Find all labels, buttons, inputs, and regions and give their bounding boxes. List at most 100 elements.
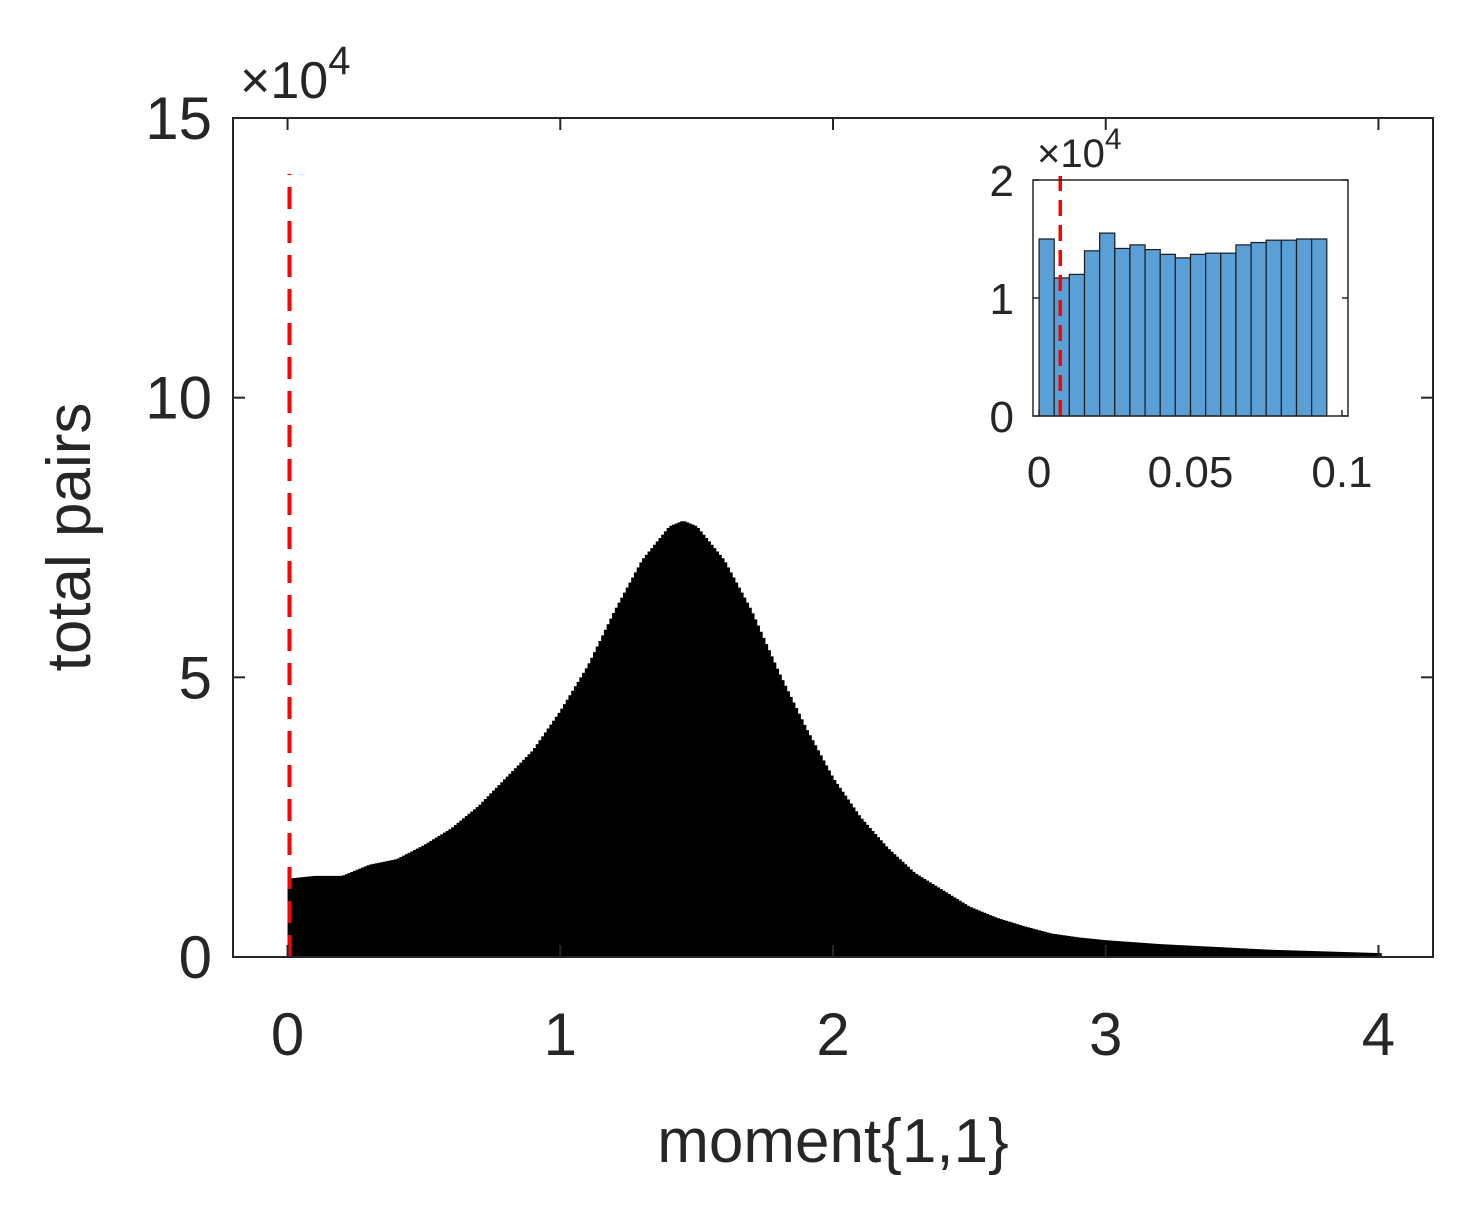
main-bar	[342, 875, 346, 957]
main-bar	[369, 864, 373, 957]
main-bar	[1375, 953, 1380, 957]
main-bar	[991, 916, 995, 957]
main-bar	[620, 597, 624, 957]
main-bar	[642, 558, 646, 957]
main-bar	[1100, 939, 1104, 957]
main-bar	[1182, 945, 1186, 957]
main-bar	[579, 677, 583, 957]
inset-bar	[1220, 252, 1237, 417]
main-bar	[1203, 946, 1208, 957]
main-bar	[699, 531, 703, 957]
main-bar	[1332, 951, 1336, 957]
main-bar	[293, 877, 297, 957]
main-bar	[1261, 949, 1265, 957]
main-bar	[1018, 924, 1022, 957]
main-bar	[811, 740, 815, 957]
main-bar	[1154, 943, 1159, 957]
inset-bar	[1083, 250, 1101, 417]
main-bar	[1280, 950, 1284, 957]
main-bar	[1307, 950, 1311, 957]
main-bar	[628, 582, 632, 957]
main-bar	[625, 587, 630, 957]
main-bar	[1113, 940, 1118, 957]
main-bar	[920, 877, 924, 957]
main-bar	[950, 895, 954, 957]
main-bar	[778, 674, 782, 957]
main-bar	[713, 548, 717, 957]
main-bar	[1026, 927, 1030, 957]
inset-bar	[1280, 239, 1298, 417]
main-bar	[396, 858, 400, 957]
main-bar	[451, 827, 455, 957]
main-bar	[1228, 947, 1232, 957]
main-bar	[312, 876, 316, 957]
main-bar	[1296, 950, 1300, 957]
main-bar	[1337, 951, 1341, 957]
main-bar	[1242, 948, 1246, 957]
inset-axes: 0 0.05 0.1 0 1 2 ×104	[990, 123, 1373, 497]
main-bar	[633, 572, 638, 957]
main-bar	[884, 846, 889, 957]
main-bar	[953, 897, 957, 957]
main-bar	[958, 900, 962, 957]
main-bar	[1051, 933, 1055, 957]
main-bar	[723, 562, 728, 957]
main-bar	[895, 856, 900, 957]
main-bar	[511, 771, 515, 957]
main-bar	[1283, 950, 1287, 957]
main-bar	[1089, 938, 1093, 957]
main-bar	[350, 871, 354, 957]
main-bar	[1171, 944, 1175, 957]
main-bar	[988, 915, 992, 957]
main-bar	[377, 862, 381, 957]
inset-y-tick-label: 0	[990, 393, 1014, 442]
main-bar	[1163, 944, 1167, 957]
main-bar	[1081, 937, 1085, 957]
main-bar	[1135, 942, 1140, 957]
main-bar	[925, 880, 930, 957]
main-bar	[481, 801, 485, 957]
main-bar	[399, 857, 403, 957]
main-x-tick-label: 0	[271, 1001, 304, 1068]
main-bar	[524, 757, 529, 957]
inset-x-tick-label: 0.05	[1148, 448, 1234, 497]
main-bar	[554, 716, 559, 957]
main-bar	[740, 592, 744, 957]
main-bar	[980, 911, 984, 957]
main-bar	[445, 830, 450, 957]
main-bar	[928, 882, 932, 957]
main-bar	[440, 834, 444, 957]
main-bar	[666, 527, 670, 957]
main-bar	[1323, 951, 1328, 957]
main-bar	[1133, 942, 1137, 957]
main-bar	[413, 850, 417, 957]
main-bar	[1293, 950, 1298, 957]
main-bar	[1272, 949, 1276, 957]
main-bar	[983, 912, 987, 957]
main-bar	[857, 815, 861, 957]
main-bar	[1225, 947, 1230, 957]
main-bar	[421, 845, 425, 957]
main-bar	[1143, 943, 1148, 957]
main-bar	[1007, 921, 1011, 957]
main-bar	[1236, 948, 1240, 957]
main-bar	[497, 785, 501, 957]
inset-y-ticks: 0 1 2	[990, 157, 1348, 442]
main-bar	[1105, 940, 1110, 957]
inset-x-tick-label: 0.1	[1311, 448, 1372, 497]
main-bar	[961, 902, 965, 957]
main-bar	[849, 803, 853, 957]
main-bar	[1198, 946, 1202, 957]
main-bar	[819, 755, 823, 957]
main-bar	[1231, 947, 1235, 957]
main-bar	[1247, 948, 1251, 957]
main-bar	[1160, 944, 1164, 957]
main-bar	[661, 534, 665, 957]
main-bar	[1250, 948, 1254, 957]
main-bar	[1299, 950, 1303, 957]
main-bar	[388, 860, 392, 957]
main-bar	[903, 864, 908, 957]
main-bar	[933, 885, 938, 957]
main-bar	[298, 877, 302, 957]
inset-bar	[1068, 273, 1086, 417]
